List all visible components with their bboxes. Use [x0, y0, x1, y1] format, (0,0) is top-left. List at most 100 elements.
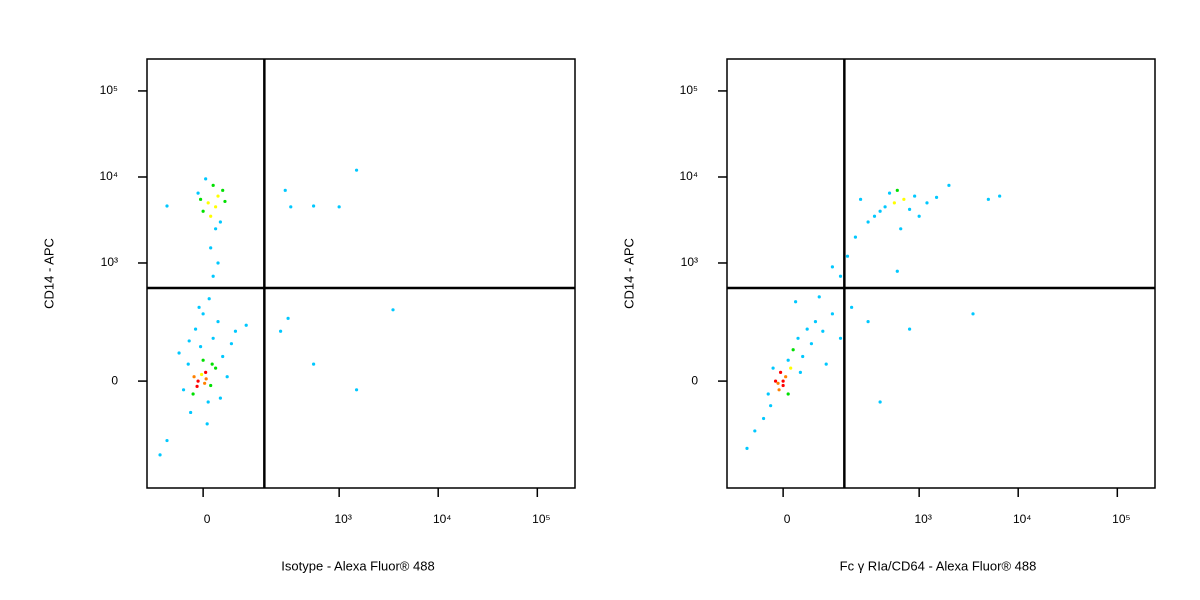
event-dot [830, 265, 835, 269]
event-dot [858, 197, 863, 201]
event-dot [201, 358, 205, 362]
event-dot [221, 188, 225, 192]
y-tick-label: 10⁴ [99, 169, 118, 183]
event-dot [769, 404, 773, 408]
event-dot [883, 205, 887, 209]
y-tick-label: 10³ [681, 255, 698, 269]
event-dot [229, 342, 234, 346]
event-dot [796, 336, 800, 340]
event-dot [391, 308, 395, 312]
event-dot [214, 366, 218, 370]
event-dot [196, 379, 200, 383]
event-dot [192, 375, 196, 379]
event-dot [201, 312, 205, 316]
event-dot [214, 205, 218, 209]
event-dot [337, 205, 341, 209]
x-tick-label: 0 [784, 512, 791, 526]
event-dot [773, 379, 778, 383]
event-dot [206, 201, 210, 205]
event-dot [216, 261, 220, 265]
x-tick-label: 10⁴ [1013, 512, 1032, 526]
event-dot [925, 201, 929, 205]
y-tick-label: 10³ [101, 255, 118, 269]
event-dot [899, 227, 903, 231]
x-tick-label: 10³ [914, 512, 931, 526]
event-dot [813, 320, 818, 324]
event-dot [204, 370, 208, 374]
plot-frame [726, 58, 1156, 489]
x-tick-label: 10⁵ [532, 512, 550, 526]
event-dot [830, 312, 835, 316]
event-dot [204, 177, 208, 181]
event-dot [895, 188, 899, 192]
event-dot [805, 327, 809, 331]
event-dot [878, 209, 882, 213]
event-dot [216, 320, 220, 324]
event-dot [745, 446, 749, 450]
x-axis-title: Isotype - Alexa Fluor® 488 [281, 558, 434, 573]
event-dot [187, 339, 191, 343]
event-dot [838, 336, 843, 340]
event-dot [211, 336, 215, 340]
event-dot [778, 370, 783, 374]
event-dot [866, 220, 870, 224]
event-dot [196, 191, 200, 195]
plot-frame [146, 58, 576, 489]
event-dot [204, 377, 208, 381]
y-axis-title: CD14 - APC [41, 238, 56, 309]
event-dot [195, 384, 199, 388]
event-dot [817, 295, 821, 299]
event-dot [872, 214, 877, 218]
event-dot [934, 195, 939, 199]
event-dot [191, 392, 195, 396]
event-dot [233, 329, 238, 333]
x-tick-label: 0 [204, 512, 211, 526]
plot: 0 10³ 10⁴ 10⁵ 0 10³ 10⁴ 10⁵ Isotype - Alexa Fluo… [41, 58, 576, 573]
event-dot [998, 194, 1002, 198]
event-dot [311, 204, 316, 208]
x-tick-label: 10⁵ [1112, 512, 1130, 526]
event-dot [907, 207, 912, 212]
event-dot [214, 227, 218, 231]
event-dot [198, 345, 203, 349]
y-tick-label: 0 [691, 373, 698, 387]
event-dot [165, 438, 169, 443]
event-dot [781, 383, 785, 388]
event-dot [223, 199, 227, 204]
event-dot [895, 269, 899, 273]
event-dot [198, 197, 203, 201]
event-dot [824, 362, 828, 366]
event-dot [798, 370, 802, 374]
y-axis-title: CD14 - APC [621, 238, 636, 309]
event-dot [866, 320, 870, 324]
event-dot [211, 183, 215, 187]
event-dot [177, 351, 181, 355]
x-axis-title: Fc γ RIa/CD64 - Alexa Fluor® 488 [840, 558, 1037, 573]
event-dot [791, 348, 795, 352]
event-dot [221, 354, 225, 359]
event-dot [753, 429, 757, 433]
event-dot [216, 194, 220, 198]
event-dot [311, 362, 316, 366]
event-dot [850, 305, 854, 309]
event-dot [201, 209, 205, 213]
event-dot [892, 201, 896, 205]
event-dot [165, 204, 169, 208]
event-dot [225, 375, 229, 379]
event-dot [181, 388, 186, 392]
event-dot [902, 197, 906, 201]
event-dot [781, 379, 785, 383]
event-dot [913, 194, 917, 198]
event-dot [907, 327, 912, 331]
event-dot [200, 372, 204, 377]
event-dot [207, 297, 211, 301]
event-dot [986, 197, 990, 201]
event-dot [244, 323, 248, 327]
event-dot [821, 329, 825, 333]
x-tick-label: 10⁴ [433, 512, 452, 526]
event-dot [845, 254, 850, 258]
event-dot [878, 400, 882, 404]
event-dot [838, 274, 843, 278]
event-dot [209, 246, 213, 250]
